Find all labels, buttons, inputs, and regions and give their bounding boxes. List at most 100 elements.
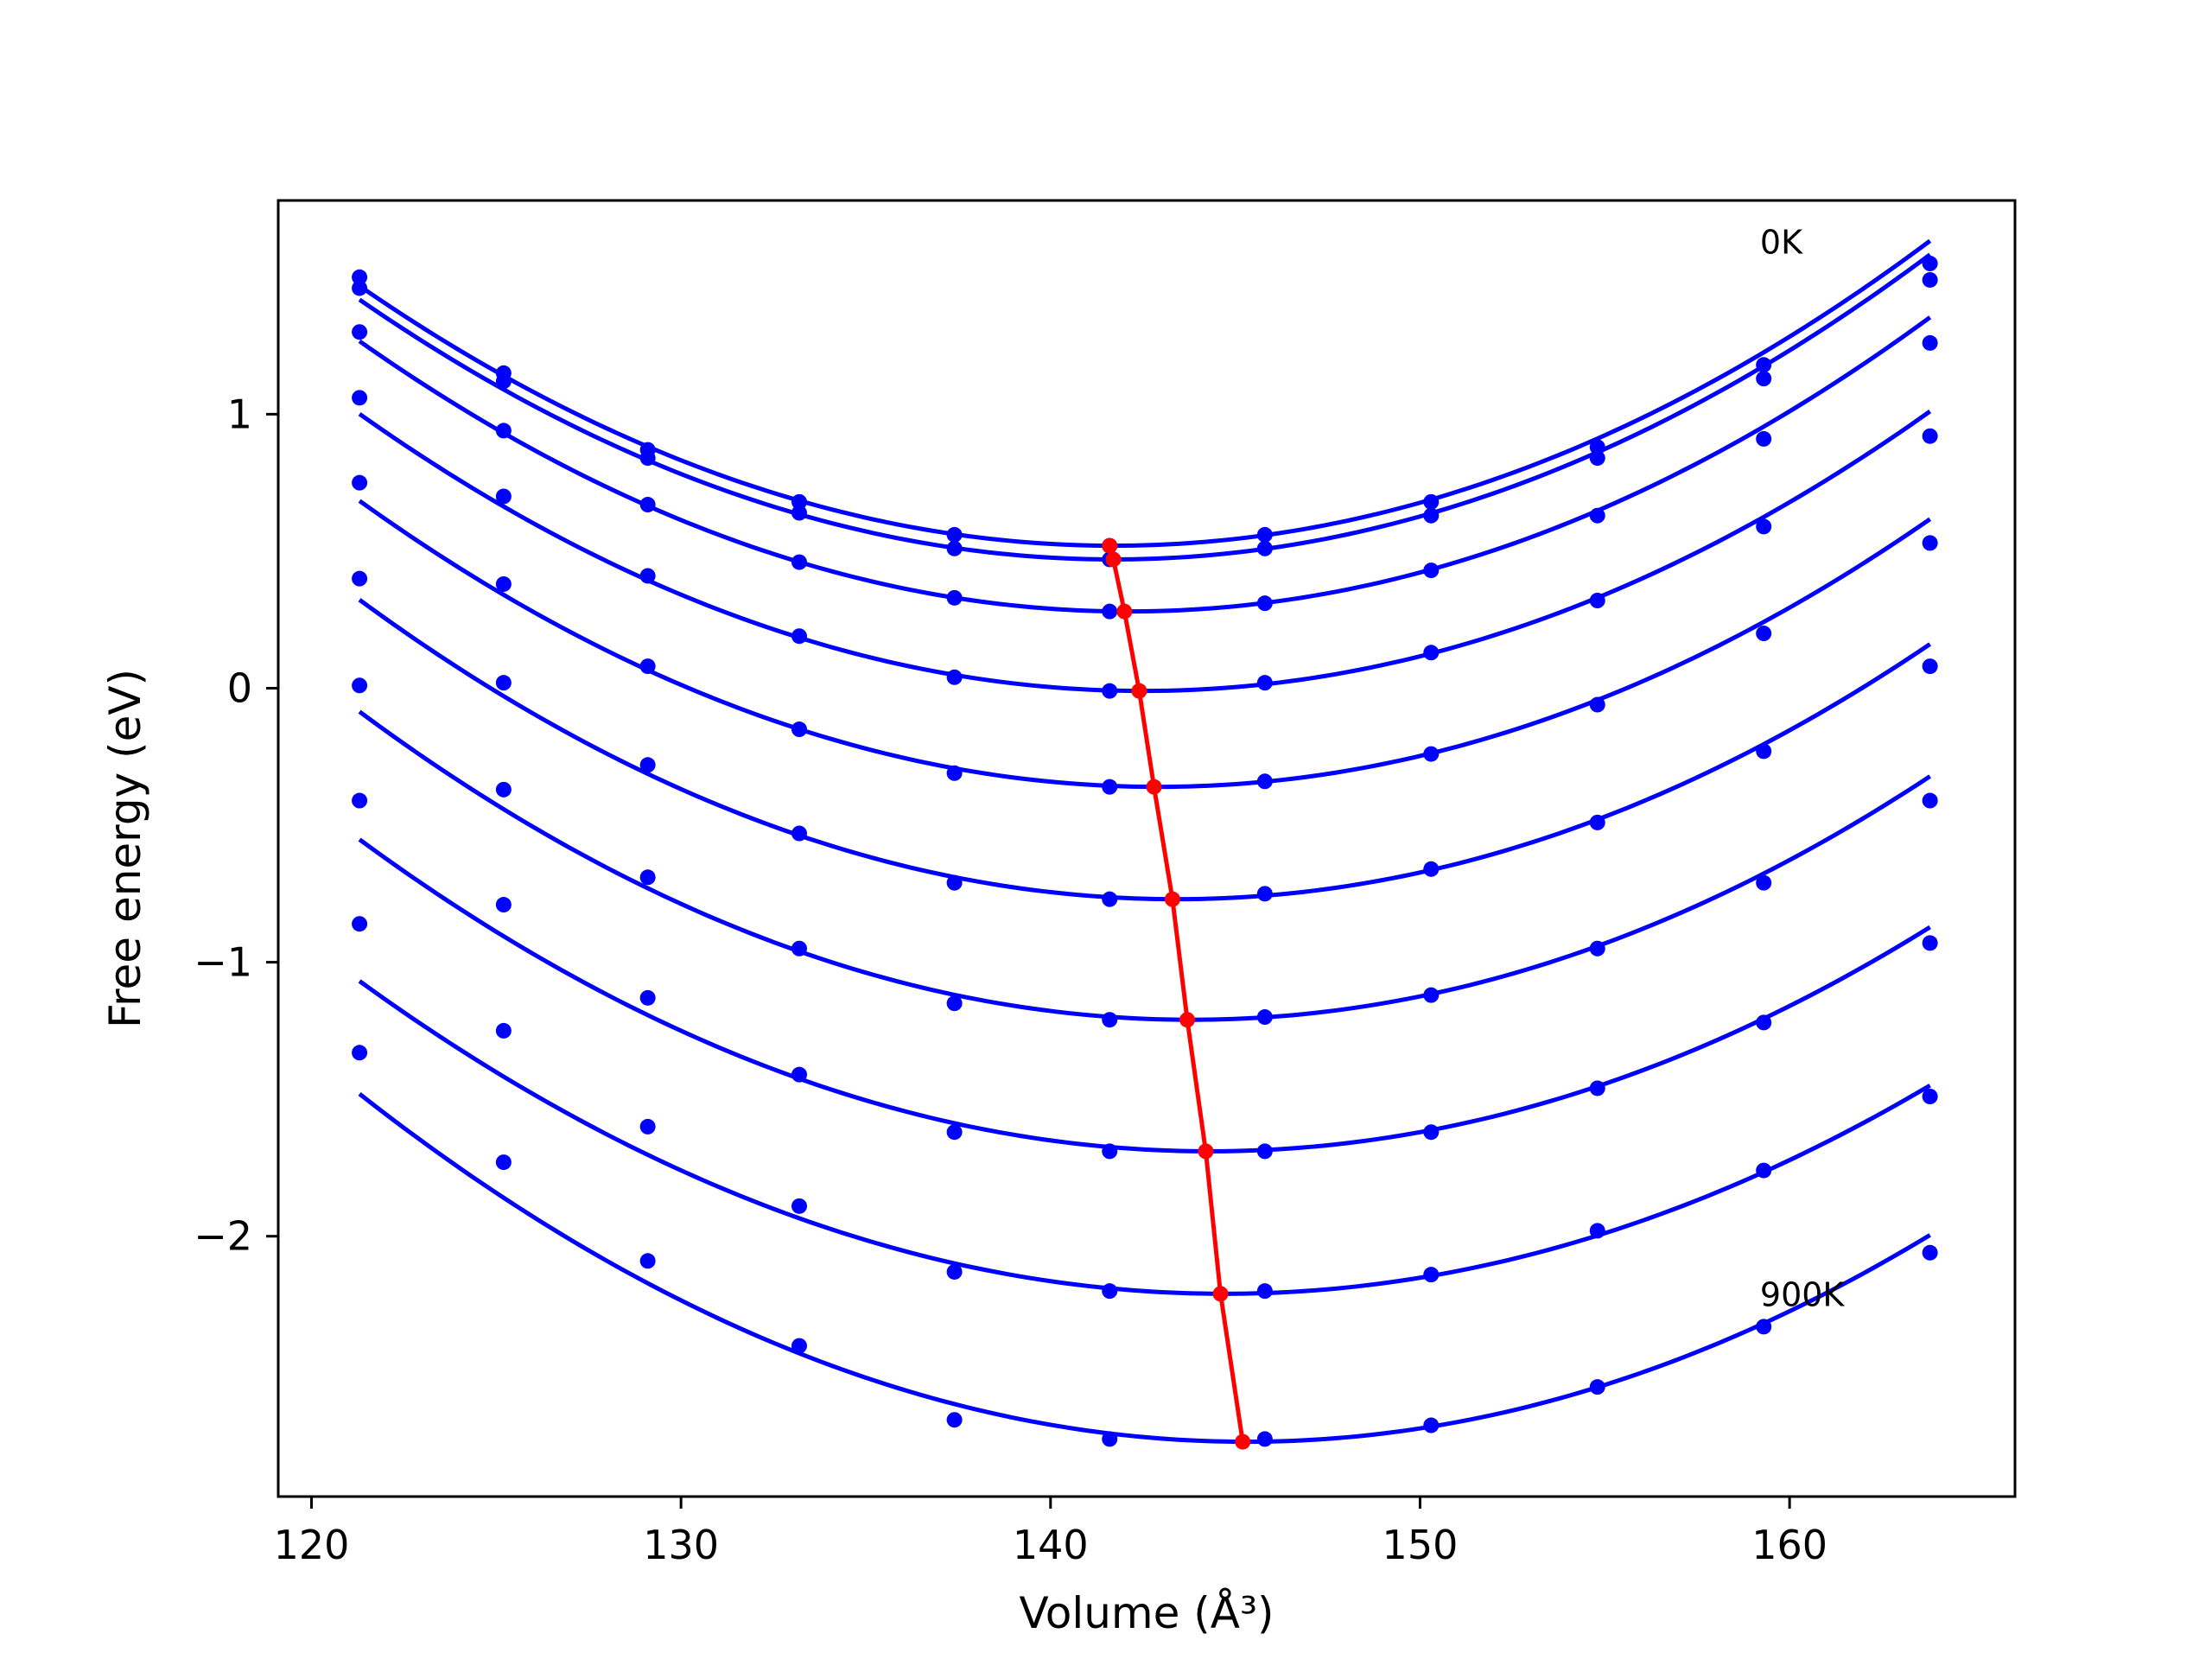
data-point — [1922, 792, 1938, 809]
data-point — [1756, 430, 1772, 447]
minimum-point — [1116, 603, 1133, 620]
fit-curve-6 — [358, 709, 1932, 1022]
data-point — [1102, 891, 1118, 907]
data-point — [639, 1253, 656, 1269]
data-point — [1256, 540, 1273, 556]
data-point — [352, 324, 368, 340]
data-point — [1589, 940, 1605, 957]
minimum-point — [1212, 1286, 1229, 1302]
data-point — [1423, 1267, 1440, 1283]
fit-curve-7 — [358, 837, 1931, 1154]
data-point — [1256, 1009, 1273, 1026]
fit-curve-9 — [358, 1092, 1931, 1445]
x-tick-label: 150 — [1382, 1522, 1459, 1568]
minimum-point — [1235, 1433, 1251, 1450]
y-tick-label: 0 — [227, 664, 252, 711]
fit-curve-5 — [358, 598, 1932, 902]
data-point — [946, 874, 963, 891]
data-point — [639, 869, 656, 886]
data-point — [1102, 1012, 1118, 1028]
data-point — [495, 1022, 512, 1039]
minimum-point — [1131, 683, 1147, 699]
data-point — [639, 757, 656, 773]
data-point — [1423, 746, 1440, 762]
minima-line — [1107, 544, 1245, 1442]
data-point — [1256, 1143, 1273, 1160]
fit-curve-4 — [358, 499, 1932, 790]
minimum-point — [1198, 1143, 1214, 1160]
fit-curve-8 — [358, 979, 1931, 1296]
data-point — [1756, 1162, 1772, 1179]
plot-frame — [276, 199, 2017, 1498]
data-point — [946, 540, 963, 556]
data-point — [1256, 886, 1273, 902]
data-point — [1102, 1283, 1118, 1300]
data-point — [791, 940, 807, 957]
data-point — [639, 568, 656, 584]
data-point — [791, 721, 807, 738]
data-point — [639, 450, 656, 467]
data-point — [1589, 696, 1605, 713]
data-point — [946, 526, 963, 543]
data-point — [495, 488, 512, 505]
data-point — [1423, 507, 1440, 524]
data-point — [1922, 255, 1938, 271]
data-point — [352, 570, 368, 587]
data-point — [946, 669, 963, 685]
data-point — [639, 1118, 656, 1135]
data-point — [1423, 645, 1440, 661]
data-point — [1423, 493, 1440, 510]
data-point — [1423, 1124, 1440, 1141]
data-point — [1589, 439, 1605, 455]
annotation-0k: 0K — [1760, 224, 1803, 262]
data-point — [1102, 779, 1118, 795]
data-point — [1256, 1431, 1273, 1447]
data-point — [495, 1154, 512, 1171]
data-point — [495, 897, 512, 913]
data-point — [1756, 874, 1772, 891]
data-point — [1922, 428, 1938, 444]
fit-curve-1 — [358, 252, 1932, 562]
data-point — [352, 677, 368, 694]
data-point — [946, 1263, 963, 1280]
data-point — [1589, 507, 1605, 524]
data-point — [1756, 1319, 1772, 1335]
data-point — [791, 493, 807, 510]
data-point — [1102, 1143, 1118, 1160]
data-point — [1256, 526, 1273, 543]
data-point — [1423, 563, 1440, 579]
data-point — [791, 554, 807, 570]
data-point — [791, 1066, 807, 1083]
data-point — [1423, 987, 1440, 1003]
data-point — [1423, 861, 1440, 877]
data-point — [1756, 371, 1772, 387]
data-point — [352, 792, 368, 809]
data-layer — [352, 238, 1938, 1450]
minimum-point — [1164, 891, 1180, 907]
data-point — [1256, 675, 1273, 691]
data-point — [1922, 1088, 1938, 1104]
data-point — [1589, 1223, 1605, 1239]
y-tick-label: −2 — [194, 1213, 252, 1260]
data-point — [946, 1124, 963, 1141]
data-point — [946, 589, 963, 606]
data-point — [1589, 593, 1605, 609]
data-point — [495, 575, 512, 592]
data-point — [352, 269, 368, 285]
data-point — [791, 505, 807, 521]
data-point — [1756, 626, 1772, 642]
data-point — [1102, 683, 1118, 699]
data-point — [1102, 603, 1118, 620]
y-axis-label: Free energy (eV) — [100, 669, 150, 1028]
y-tick-label: 1 — [227, 391, 252, 437]
minimum-point — [1146, 779, 1162, 795]
data-point — [1589, 450, 1605, 467]
x-tick-label: 130 — [643, 1522, 719, 1568]
data-point — [1589, 814, 1605, 830]
data-point — [791, 825, 807, 842]
x-tick-label: 160 — [1751, 1522, 1827, 1568]
y-tick-label: −1 — [194, 939, 252, 986]
